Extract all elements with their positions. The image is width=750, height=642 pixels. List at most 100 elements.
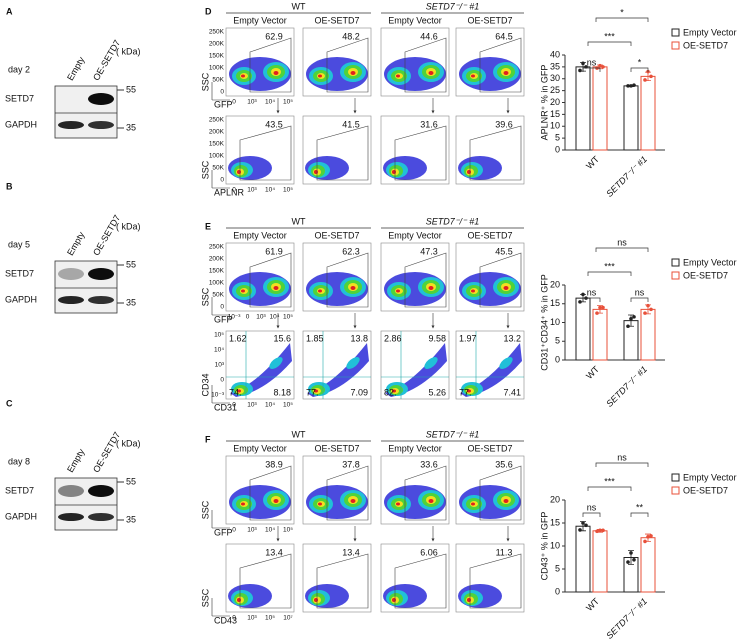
- bar: [592, 66, 608, 151]
- sig-bracket: [595, 247, 649, 252]
- sig-bracket: [595, 462, 649, 467]
- condition-label: OE-SETD7: [467, 443, 512, 453]
- y-tick-label: 250K: [209, 117, 225, 124]
- sig-bracket: [582, 297, 601, 302]
- data-point: [629, 316, 633, 321]
- quadrant-value: 1.85: [306, 333, 324, 343]
- y-axis-label: SSC: [200, 72, 210, 91]
- gate: [479, 37, 522, 93]
- gate-value: 39.6: [495, 119, 513, 129]
- data-point: [649, 307, 653, 312]
- x-tick-label: SETD7⁻/⁻ #1: [604, 596, 649, 641]
- data-point: [646, 303, 650, 308]
- y-tick-label: 150K: [209, 53, 225, 60]
- flow-frame: [455, 543, 525, 613]
- marker-label: 55: [126, 259, 136, 269]
- gate-value: 31.6: [420, 119, 438, 129]
- x-axis-label: CD43: [214, 615, 237, 625]
- marker-label: 55: [126, 476, 136, 486]
- flow-density: [305, 156, 349, 180]
- sig-label: ns: [587, 57, 597, 67]
- y-axis-label: SSC: [200, 160, 210, 179]
- protein-label: SETD7: [5, 485, 34, 495]
- x-tick-label: 0: [232, 527, 236, 534]
- flow-frame: [380, 330, 450, 400]
- bar: [640, 308, 656, 361]
- data-point: [595, 311, 599, 315]
- x-tick-label: 10³: [247, 527, 257, 534]
- lane-label: Empty: [65, 230, 87, 258]
- sig-bracket: [587, 41, 632, 46]
- data-point: [632, 315, 636, 319]
- gate: [326, 252, 369, 308]
- data-point: [601, 305, 605, 310]
- data-point: [581, 61, 585, 66]
- data-point: [646, 535, 650, 539]
- y-tick-label: 10⁴: [214, 347, 224, 354]
- bar: [575, 66, 591, 151]
- x-tick-label: 10⁵: [283, 187, 293, 194]
- y-axis-label: SSC: [200, 287, 210, 306]
- flow-frame: [302, 115, 372, 185]
- protein-label: GAPDH: [5, 119, 37, 129]
- marker-label: 35: [126, 514, 136, 524]
- legend-swatch: [671, 271, 680, 280]
- flow-density: [459, 272, 521, 306]
- data-point: [601, 65, 605, 69]
- flow-frame: [302, 242, 372, 312]
- y-tick-label: 0: [555, 354, 560, 364]
- data-point: [584, 523, 588, 528]
- y-tick-label: 40: [550, 49, 560, 59]
- gate: [479, 252, 522, 308]
- quadrant-value: 8.18: [273, 387, 291, 397]
- data-point: [601, 528, 605, 533]
- flow-frame: [455, 455, 525, 525]
- quadrant-value: 74.: [229, 387, 242, 397]
- quadrant-value: 7.41: [503, 387, 521, 397]
- legend-label: OE-SETD7: [683, 270, 728, 280]
- gate-value: 35.6: [495, 459, 513, 469]
- sig-label: ns: [587, 502, 597, 512]
- flow-density: [384, 57, 446, 91]
- data-point: [629, 551, 633, 555]
- legend-label: OE-SETD7: [683, 485, 728, 495]
- data-point: [598, 63, 602, 68]
- gate-value: 48.2: [342, 31, 360, 41]
- flow-density: [229, 57, 291, 91]
- gate: [404, 465, 447, 521]
- condition-label: OE-SETD7: [467, 15, 512, 25]
- x-tick-label: 10⁵: [265, 615, 275, 622]
- x-tick-label: 0: [232, 187, 236, 194]
- flow-density: [229, 485, 291, 519]
- flow-density: [383, 584, 427, 608]
- y-tick-label: 20: [550, 97, 560, 107]
- data-point: [595, 529, 599, 534]
- band: [58, 485, 84, 497]
- y-tick-label: 0: [220, 377, 224, 384]
- bar: [575, 297, 591, 361]
- flow-frame: [380, 27, 450, 97]
- flow-frame: [380, 455, 450, 525]
- legend-swatch: [671, 258, 680, 267]
- y-tick-label: 0: [220, 177, 224, 184]
- x-tick-label: 10⁴: [265, 402, 275, 409]
- panel-letter: E: [205, 221, 211, 231]
- x-tick-label: 10⁵: [283, 527, 293, 534]
- gate: [316, 553, 369, 609]
- flow-density: [458, 156, 502, 180]
- x-tick-label: 10⁴: [265, 527, 275, 534]
- quadrant-value: 7.09: [350, 387, 368, 397]
- x-tick-label: 0: [246, 314, 250, 321]
- flow-frame: [225, 242, 295, 312]
- y-tick-label: 0: [555, 144, 560, 154]
- group-label: SETD7⁻/⁻ #1: [426, 1, 480, 11]
- condition-label: OE-SETD7: [467, 230, 512, 240]
- flow-density: [306, 485, 368, 519]
- unit-label: ( kDa): [116, 438, 141, 448]
- y-axis-label: SSC: [200, 500, 210, 519]
- data-point: [598, 305, 602, 310]
- gate-value: 6.06: [420, 547, 438, 557]
- band: [88, 513, 114, 521]
- flow-frame: [380, 242, 450, 312]
- y-tick-label: 10: [550, 540, 560, 550]
